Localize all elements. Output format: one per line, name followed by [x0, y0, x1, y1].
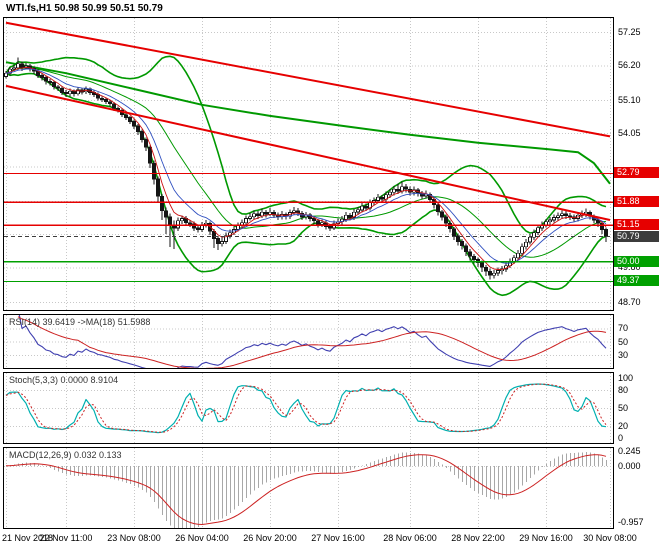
time-axis-label: 28 Nov 22:00 — [451, 533, 505, 543]
chart-title: WTI.fs,H1 50.98 50.99 50.51 50.79 — [6, 3, 163, 14]
time-axis-label: 29 Nov 16:00 — [519, 533, 573, 543]
price-axis-label: 54.05 — [618, 128, 641, 139]
time-axis-label: 28 Nov 06:00 — [383, 533, 437, 543]
stochastic-canvas[interactable] — [4, 373, 613, 443]
stochastic-axis-label: 20 — [618, 421, 629, 432]
time-axis-label: 30 Nov 08:00 — [583, 533, 637, 543]
stochastic-axis-label: 0 — [618, 433, 624, 444]
rsi-panel[interactable]: RSI(14) 39.6419 ->MA(18) 51.5988 — [3, 314, 614, 369]
macd-canvas[interactable] — [4, 448, 613, 528]
stochastic-label: Stoch(5,3,3) 0.0000 8.9104 — [9, 375, 119, 385]
price-level-badge: 51.15 — [614, 219, 659, 231]
stochastic-panel[interactable]: Stoch(5,3,3) 0.0000 8.9104 — [3, 372, 614, 444]
time-axis-label: 26 Nov 04:00 — [175, 533, 229, 543]
rsi-axis-label: 30 — [618, 349, 629, 360]
price-axis[interactable]: 57.25 56.20 55.10 54.05 49.80 48.70 52.79 51.88… — [613, 0, 660, 530]
time-axis[interactable]: 21 Nov 2018 22 Nov 11:00 23 Nov 08:00 26 No… — [0, 529, 660, 550]
price-level-badge: 52.79 — [614, 167, 659, 179]
rsi-canvas[interactable] — [4, 315, 613, 368]
time-axis-label: 22 Nov 11:00 — [39, 533, 93, 543]
price-axis-label: 49.80 — [618, 262, 641, 273]
rsi-axis-label: 50 — [618, 336, 629, 347]
time-axis-label: 26 Nov 20:00 — [243, 533, 297, 543]
macd-axis-label: -0.957 — [618, 517, 644, 528]
rsi-axis-label: 70 — [618, 323, 629, 334]
time-axis-label: 23 Nov 08:00 — [107, 533, 161, 543]
rsi-label: RSI(14) 39.6419 ->MA(18) 51.5988 — [9, 317, 151, 327]
macd-axis-label: 0.000 — [618, 460, 641, 471]
price-level-badge: 49.37 — [614, 275, 659, 287]
price-axis-label: 48.70 — [618, 297, 641, 308]
price-axis-label: 57.25 — [618, 27, 641, 38]
price-level-badge: 50.00 — [614, 255, 659, 267]
price-axis-label: 55.10 — [618, 95, 641, 106]
stochastic-axis-label: 50 — [618, 403, 629, 413]
price-chart-panel[interactable] — [3, 17, 614, 311]
price-chart-canvas[interactable] — [4, 18, 613, 310]
price-axis-label: 56.20 — [618, 60, 641, 71]
time-axis-label: 21 Nov 2018 — [2, 533, 54, 543]
macd-label: MACD(12,26,9) 0.032 0.133 — [9, 450, 122, 460]
macd-axis-label: 0.245 — [618, 446, 641, 457]
stochastic-axis-label: 100 — [618, 372, 634, 383]
price-level-badge: 51.88 — [614, 196, 659, 208]
macd-panel[interactable]: MACD(12,26,9) 0.032 0.133 — [3, 447, 614, 529]
stochastic-axis-label: 80 — [618, 384, 629, 395]
price-level-badge: 50.79 — [614, 230, 659, 242]
time-axis-label: 27 Nov 16:00 — [311, 533, 365, 543]
